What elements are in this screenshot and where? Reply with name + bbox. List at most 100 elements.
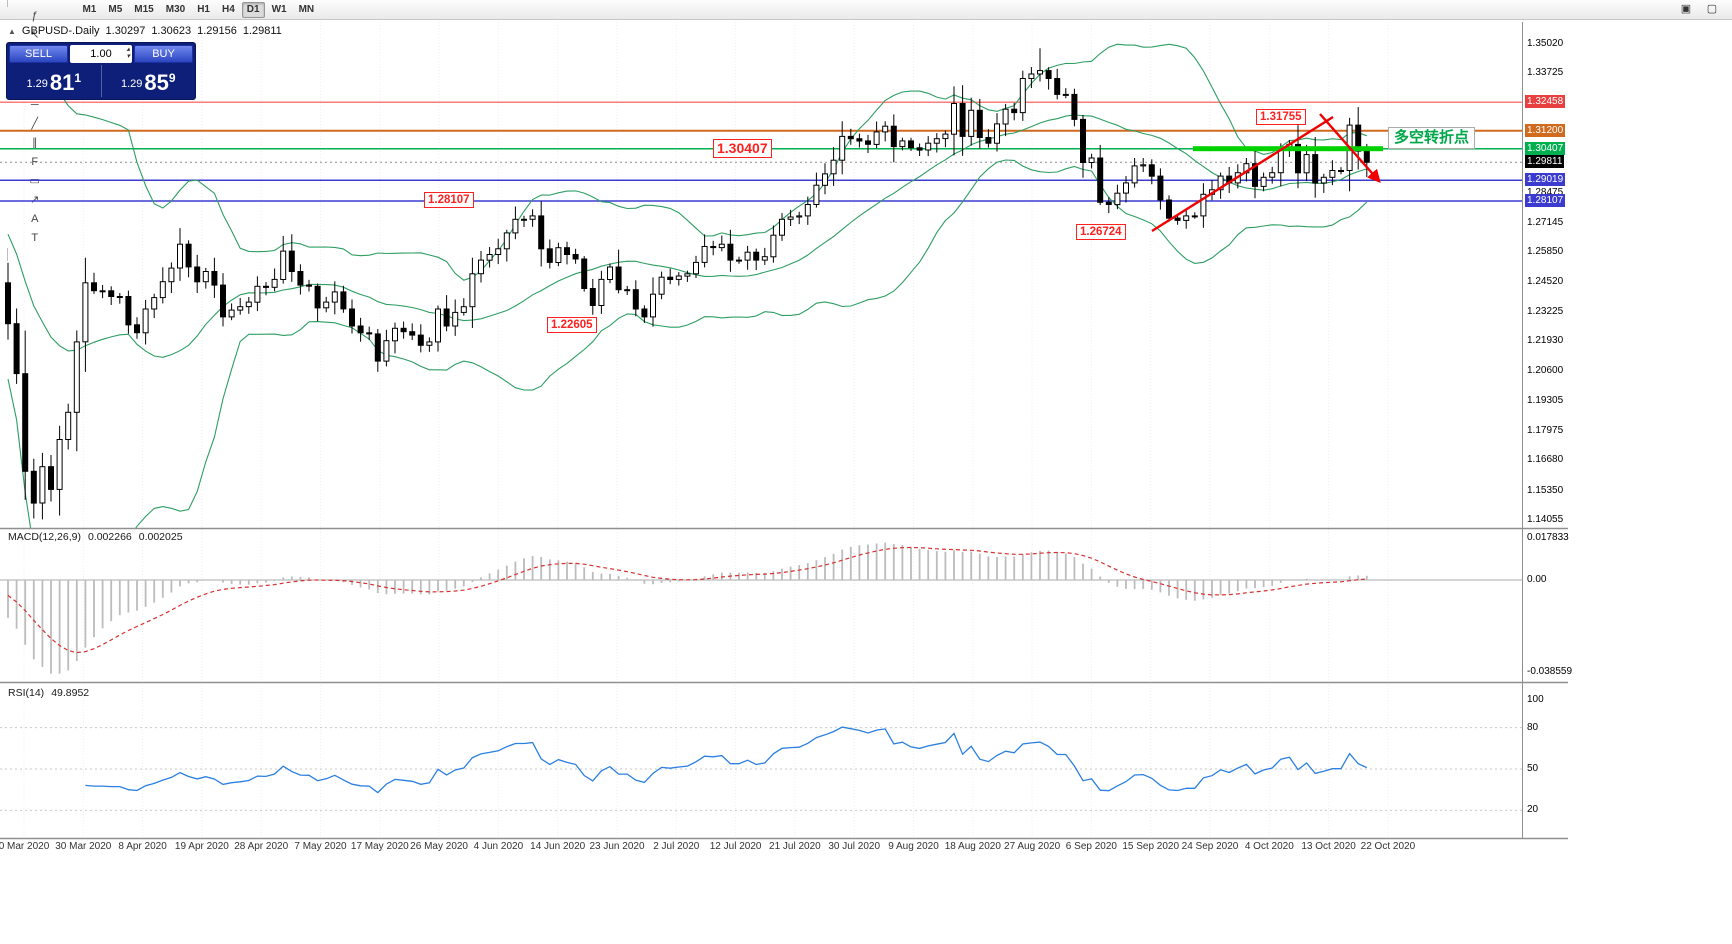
price-scale-label: 1.27145 — [1527, 216, 1564, 228]
date-label: 17 May 2020 — [350, 841, 409, 852]
price-scale-label: 1.21930 — [1527, 335, 1564, 347]
trendline-button[interactable]: ╱ — [3, 115, 66, 134]
date-label: 4 Oct 2020 — [1244, 841, 1294, 852]
rsi-scale-label: 20 — [1527, 804, 1539, 816]
text-icon: A — [31, 212, 39, 225]
macd-scale-label: -0.038559 — [1527, 665, 1573, 677]
chart-canvas[interactable] — [0, 0, 1568, 944]
rsi-value: 49.8952 — [51, 687, 90, 699]
arrange-windows-button[interactable]: ▣ — [1673, 0, 1699, 19]
channel-icon: ∥ — [31, 136, 38, 149]
trendline-icon: ╱ — [31, 117, 39, 130]
price-scale-label: 1.25850 — [1527, 246, 1564, 258]
date-label: 21 Jul 2020 — [769, 841, 821, 852]
rsi-scale-label: 100 — [1527, 694, 1544, 705]
timeframe-d1-button[interactable]: D1 — [241, 1, 265, 18]
timeframe-h1-button[interactable]: H1 — [197, 3, 210, 15]
timeframe-m1-button[interactable]: M1 — [82, 3, 97, 15]
volume-input[interactable]: 1.00 ▴ ▾ — [70, 45, 132, 63]
trendline — [1319, 113, 1381, 183]
spin-down-icon[interactable]: ▾ — [126, 53, 130, 60]
date-label: 28 Apr 2020 — [234, 841, 289, 852]
price-scale[interactable]: 1.35020 1.33725 1.32458 1.31200 1.30407 1.298… — [1524, 0, 1584, 860]
price-annotation: 1.22605 — [547, 317, 597, 333]
timeframe-h4-button[interactable]: H4 — [221, 3, 235, 15]
grid-lines — [23, 22, 1389, 838]
text-button[interactable]: A — [3, 210, 66, 229]
price-scale-label: 1.17975 — [1527, 425, 1564, 436]
sell-price-sup: 1 — [74, 71, 82, 85]
date-label: 4 Jun 2020 — [473, 841, 524, 852]
date-label: 13 Oct 2020 — [1301, 841, 1356, 852]
timeframe-mn-button[interactable]: MN — [298, 3, 315, 15]
buy-price-sup: 9 — [168, 71, 176, 85]
timeframe-m5-button[interactable]: M5 — [108, 3, 123, 15]
indicators-button[interactable]: ƒ — [3, 7, 66, 26]
price-annotation: 1.26724 — [1076, 224, 1126, 240]
macd-scale-label: 0.00 — [1527, 574, 1547, 585]
window-mode-button[interactable]: ▢ — [1699, 0, 1725, 19]
fibonacci-button[interactable]: F — [3, 153, 66, 172]
arrange-windows-icon: ▣ — [1680, 3, 1692, 15]
channel-button[interactable]: ∥ — [3, 134, 66, 153]
date-label: 18 Aug 2020 — [944, 841, 1001, 852]
date-label: 14 Jun 2020 — [530, 841, 586, 852]
sell-price: 1.29 81 1 — [7, 65, 102, 97]
text-label-button[interactable]: T — [3, 229, 66, 248]
date-label: 6 Sep 2020 — [1065, 841, 1117, 852]
date-label: 30 Jul 2020 — [828, 841, 881, 852]
symbol-period-label: GBPUSD-.Daily — [21, 25, 100, 37]
main-panel — [0, 43, 1522, 528]
date-label: 2 Jul 2020 — [653, 841, 700, 852]
rsi-scale-label: 50 — [1527, 763, 1539, 774]
spin-up-icon[interactable]: ▴ — [126, 46, 130, 53]
timeframe-buttons: M1 M5 M15 M30 H1 H4 D1 W1 MN — [76, 1, 320, 18]
horizontal-line-button[interactable]: ─ — [3, 96, 66, 115]
time-axis[interactable]: 0 Mar 2020 30 Mar 2020 8 Apr 2020 19 Apr 20… — [0, 841, 1522, 857]
price-scale-label: 1.19305 — [1527, 394, 1564, 406]
date-label: 22 Oct 2020 — [1360, 841, 1416, 852]
arrows-icon: ↗ — [30, 193, 40, 206]
sell-price-big: 81 — [49, 70, 75, 95]
indicators-icon: ƒ — [31, 9, 38, 22]
rsi-scale-label: 80 — [1527, 721, 1539, 733]
timeframe-m15-button[interactable]: M15 — [134, 3, 154, 15]
chart-header: ▲ GBPUSD-.Daily 1.30297 1.30623 1.29156 1.298… — [8, 25, 288, 37]
toolbar-separator — [7, 247, 8, 261]
date-label: 8 Apr 2020 — [118, 841, 167, 852]
bar-close-value: 1.29811 — [242, 25, 282, 37]
one-click-trading-panel: SELL 1.00 ▴ ▾ BUY 1.29 81 1 1.29 85 9 — [6, 42, 196, 100]
date-label: 27 Aug 2020 — [1004, 841, 1061, 852]
toolbar-right-group: ▣ ▢ — [1673, 0, 1725, 19]
arrows-button[interactable]: ↗ — [3, 191, 66, 210]
price-scale-label: 1.32458 — [1525, 95, 1566, 109]
timeframe-w1-button[interactable]: W1 — [271, 3, 287, 15]
one-click-toggle-icon[interactable]: ▲ — [8, 27, 16, 36]
date-label: 12 Jul 2020 — [709, 841, 762, 852]
sell-button[interactable]: SELL — [9, 45, 68, 63]
date-label: 0 Mar 2020 — [0, 841, 50, 852]
price-scale-label: 1.23225 — [1527, 305, 1564, 317]
horizontal-line-icon: ─ — [30, 98, 39, 111]
volume-value: 1.00 — [90, 48, 112, 60]
macd-value-1: 0.002266 — [87, 531, 132, 543]
macd-label: MACD(12,26,9) 0.002266 0.002025 — [8, 531, 190, 543]
date-label: 9 Aug 2020 — [888, 841, 939, 852]
cursor-icon: ↖ — [30, 28, 40, 41]
macd-value-2: 0.002025 — [138, 531, 183, 543]
price-scale-label: 1.33725 — [1527, 67, 1564, 79]
date-label: 26 May 2020 — [410, 841, 469, 852]
bar-high-value: 1.30623 — [151, 25, 192, 37]
resistance-zone — [1193, 146, 1383, 152]
bar-open-value: 1.30297 — [105, 25, 146, 37]
timeframe-m30-button[interactable]: M30 — [165, 3, 186, 15]
cursor-button[interactable]: ↖ — [3, 26, 66, 45]
buy-button[interactable]: BUY — [134, 45, 193, 63]
rsi-name: RSI(14) — [8, 687, 45, 699]
macd-scale-label: 0.017833 — [1527, 531, 1569, 543]
price-annotation: 1.28107 — [424, 192, 474, 208]
date-label: 15 Sep 2020 — [1122, 841, 1180, 852]
panel-separators — [0, 22, 1568, 840]
volume-spinner[interactable]: ▴ ▾ — [126, 46, 130, 60]
